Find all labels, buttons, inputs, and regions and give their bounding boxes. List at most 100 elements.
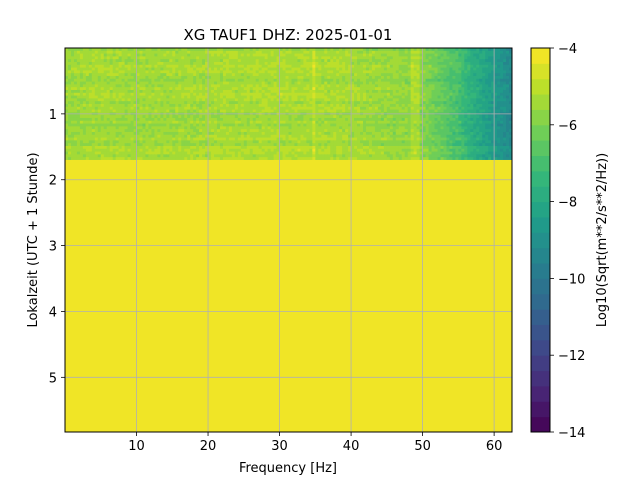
spectrogram-cell: [354, 73, 358, 77]
spectrogram-cell: [455, 95, 459, 99]
spectrogram-cell: [437, 123, 442, 127]
spectrogram-cell: [112, 64, 117, 69]
spectrogram-cell: [404, 101, 409, 105]
spectrogram-cell: [455, 81, 459, 85]
spectrogram-cell: [255, 120, 260, 125]
spectrogram-cell: [219, 84, 224, 88]
spectrogram-cell: [133, 70, 138, 74]
spectrogram-cell: [452, 117, 456, 122]
spectrogram-cell: [470, 137, 474, 141]
spectrogram-cell: [312, 75, 316, 80]
spectrogram-cell: [270, 84, 275, 88]
spectrogram-cell: [407, 48, 412, 52]
spectrogram-cell: [225, 84, 230, 88]
spectrogram-cell: [151, 131, 155, 136]
spectrogram-cell: [124, 64, 129, 69]
spectrogram-cell: [166, 95, 170, 99]
spectrogram-cell: [178, 137, 182, 141]
spectrogram-cell: [339, 117, 343, 122]
spectrogram-cell: [348, 126, 352, 130]
spectrogram-cell: [243, 101, 248, 105]
spectrogram-cell: [270, 50, 275, 55]
spectrogram-cell: [291, 106, 296, 111]
spectrogram-cell: [354, 106, 358, 111]
spectrogram-cell: [398, 56, 403, 60]
spectrogram-cell: [494, 62, 498, 66]
spectrogram-cell: [392, 101, 397, 105]
spectrogram-cell: [509, 103, 512, 108]
spectrogram-cell: [491, 59, 495, 63]
spectrogram-cell: [401, 98, 406, 102]
spectrogram-cell: [482, 117, 486, 122]
spectrogram-cell: [118, 120, 123, 125]
spectrogram-cell: [190, 137, 194, 141]
spectrogram-cell: [410, 53, 415, 57]
spectrogram-cell: [85, 126, 90, 130]
spectrogram-cell: [291, 50, 296, 55]
spectrogram-cell: [291, 75, 296, 80]
spectrogram-cell: [339, 87, 343, 91]
spectrogram-cell: [246, 95, 251, 99]
spectrogram-cell: [291, 73, 296, 77]
spectrogram-cell: [249, 117, 254, 122]
spectrogram-cell: [446, 62, 451, 66]
spectrogram-cell: [169, 123, 173, 127]
spectrogram-cell: [193, 140, 197, 144]
spectrogram-cell: [351, 67, 355, 71]
spectrogram-cell: [374, 62, 379, 66]
spectrogram-cell: [249, 64, 254, 69]
spectrogram-cell: [82, 134, 87, 139]
spectrogram-cell: [443, 87, 448, 91]
spectrogram-cell: [300, 59, 304, 63]
spectrogram-cell: [497, 120, 501, 125]
spectrogram-cell: [181, 131, 185, 136]
spectrogram-cell: [315, 53, 319, 57]
spectrogram-cell: [285, 89, 290, 94]
spectrogram-cell: [401, 64, 406, 69]
spectrogram-cell: [374, 131, 379, 136]
spectrogram-cell: [407, 75, 412, 80]
spectrogram-cell: [330, 53, 334, 57]
spectrogram-cell: [97, 67, 102, 71]
spectrogram-cell: [243, 120, 248, 125]
spectrogram-cell: [455, 87, 459, 91]
spectrogram-cell: [491, 98, 495, 102]
spectrogram-cell: [330, 75, 334, 80]
spectrogram-cell: [488, 67, 492, 71]
spectrogram-cell: [166, 140, 170, 144]
spectrogram-cell: [330, 131, 334, 136]
spectrogram-cell: [461, 48, 465, 52]
spectrogram-cell: [294, 59, 299, 63]
spectrogram-cell: [65, 120, 69, 125]
spectrogram-cell: [193, 92, 197, 97]
spectrogram-cell: [348, 56, 352, 60]
spectrogram-cell: [100, 126, 105, 130]
spectrogram-cell: [306, 117, 310, 122]
spectrogram-cell: [404, 62, 409, 66]
spectrogram-cell: [184, 84, 188, 88]
spectrogram-cell: [509, 81, 512, 85]
spectrogram-cell: [497, 106, 501, 111]
spectrogram-cell: [112, 59, 117, 63]
spectrogram-cell: [377, 64, 382, 69]
spectrogram-cell: [485, 123, 489, 127]
spectrogram-cell: [416, 134, 421, 139]
spectrogram-cell: [82, 56, 87, 60]
spectrogram-cell: [386, 106, 391, 111]
spectrogram-cell: [452, 48, 456, 52]
spectrogram-cell: [303, 56, 307, 60]
spectrogram-cell: [222, 131, 227, 136]
spectrogram-cell: [368, 101, 373, 105]
spectrogram-cell: [306, 109, 310, 113]
spectrogram-cell: [324, 78, 328, 83]
spectrogram-cell: [470, 126, 474, 130]
spectrogram-cell: [103, 129, 108, 133]
spectrogram-cell: [485, 101, 489, 105]
spectrogram-cell: [410, 98, 415, 102]
spectrogram-cell: [166, 98, 170, 102]
spectrogram-cell: [133, 50, 138, 55]
spectrogram-cell: [178, 78, 182, 83]
spectrogram-cell: [91, 75, 96, 80]
spectrogram-cell: [312, 103, 316, 108]
spectrogram-cell: [85, 59, 90, 63]
